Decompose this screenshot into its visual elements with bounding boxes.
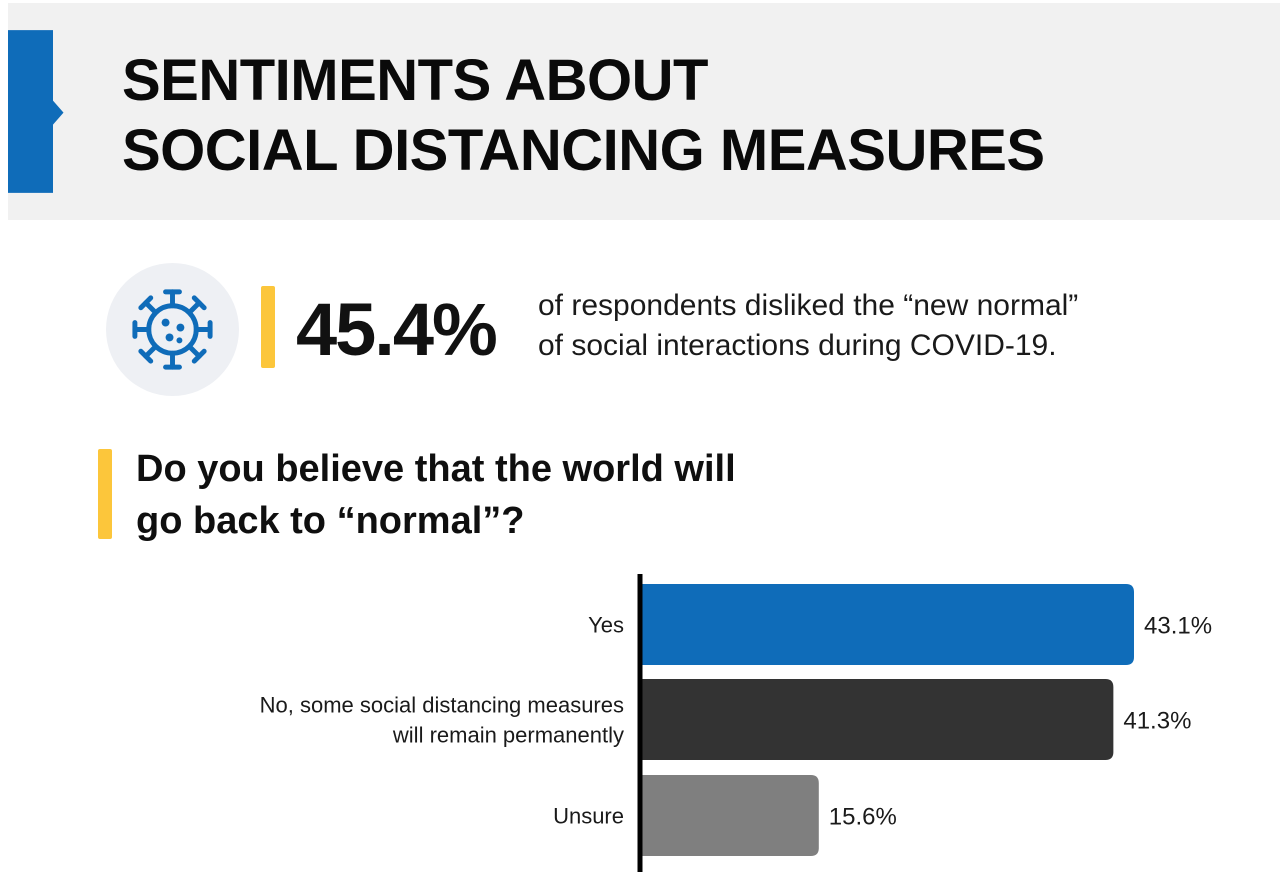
virus-icon: [132, 289, 213, 370]
virus-icon-dots: [161, 318, 185, 344]
page-title-line-2: SOCIAL DISTANCING MEASURES: [122, 118, 1045, 183]
bar-unsure: [640, 775, 819, 856]
bar-chart: Yes 43.1% No, some social distancing measu…: [260, 574, 1212, 872]
header-accent-shape: [8, 30, 64, 193]
chart-question-line-2: go back to “normal”?: [136, 500, 525, 542]
stat-description: of respondents disliked the “new normal”…: [538, 286, 1078, 366]
stat-description-line-2: of social interactions during COVID-19.: [538, 329, 1057, 362]
stat-description-line-1: of respondents disliked the “new normal”: [538, 289, 1079, 322]
question-highlight-rect: [98, 449, 112, 539]
stat-highlight-rect: [261, 286, 275, 368]
category-label-no-some-social-distancing-measures-line-1: No, some social distancing measures: [260, 693, 624, 718]
chart-question: Do you believe that the world will go ba…: [136, 443, 736, 547]
bar-yes: [640, 584, 1134, 665]
category-label-no-some-social-distancing-measures-line-2: will remain permanently: [392, 723, 624, 748]
value-label-unsure: 15.6%: [829, 804, 897, 831]
stat-highlight-bar: [261, 286, 275, 368]
bar-no-some-social-distancing-measures: [640, 679, 1114, 760]
category-label-unsure: Unsure: [553, 804, 624, 829]
header-banner: [8, 3, 1280, 220]
value-label-no-some-social-distancing-measures: 41.3%: [1123, 708, 1191, 735]
category-label-yes: Yes: [588, 613, 624, 638]
value-label-yes: 43.1%: [1144, 613, 1212, 640]
chart-question-line-1: Do you believe that the world will: [136, 448, 736, 490]
page-title: SENTIMENTS ABOUT SOCIAL DISTANCING MEASU…: [122, 46, 1045, 186]
header-accent-bar: [8, 30, 64, 193]
virus-icon-strokes: [132, 289, 213, 370]
stat-value: 45.4%: [296, 288, 498, 371]
page-title-line-1: SENTIMENTS ABOUT: [122, 48, 708, 113]
question-highlight-bar: [98, 449, 112, 539]
stat-icon-circle: [106, 263, 239, 396]
